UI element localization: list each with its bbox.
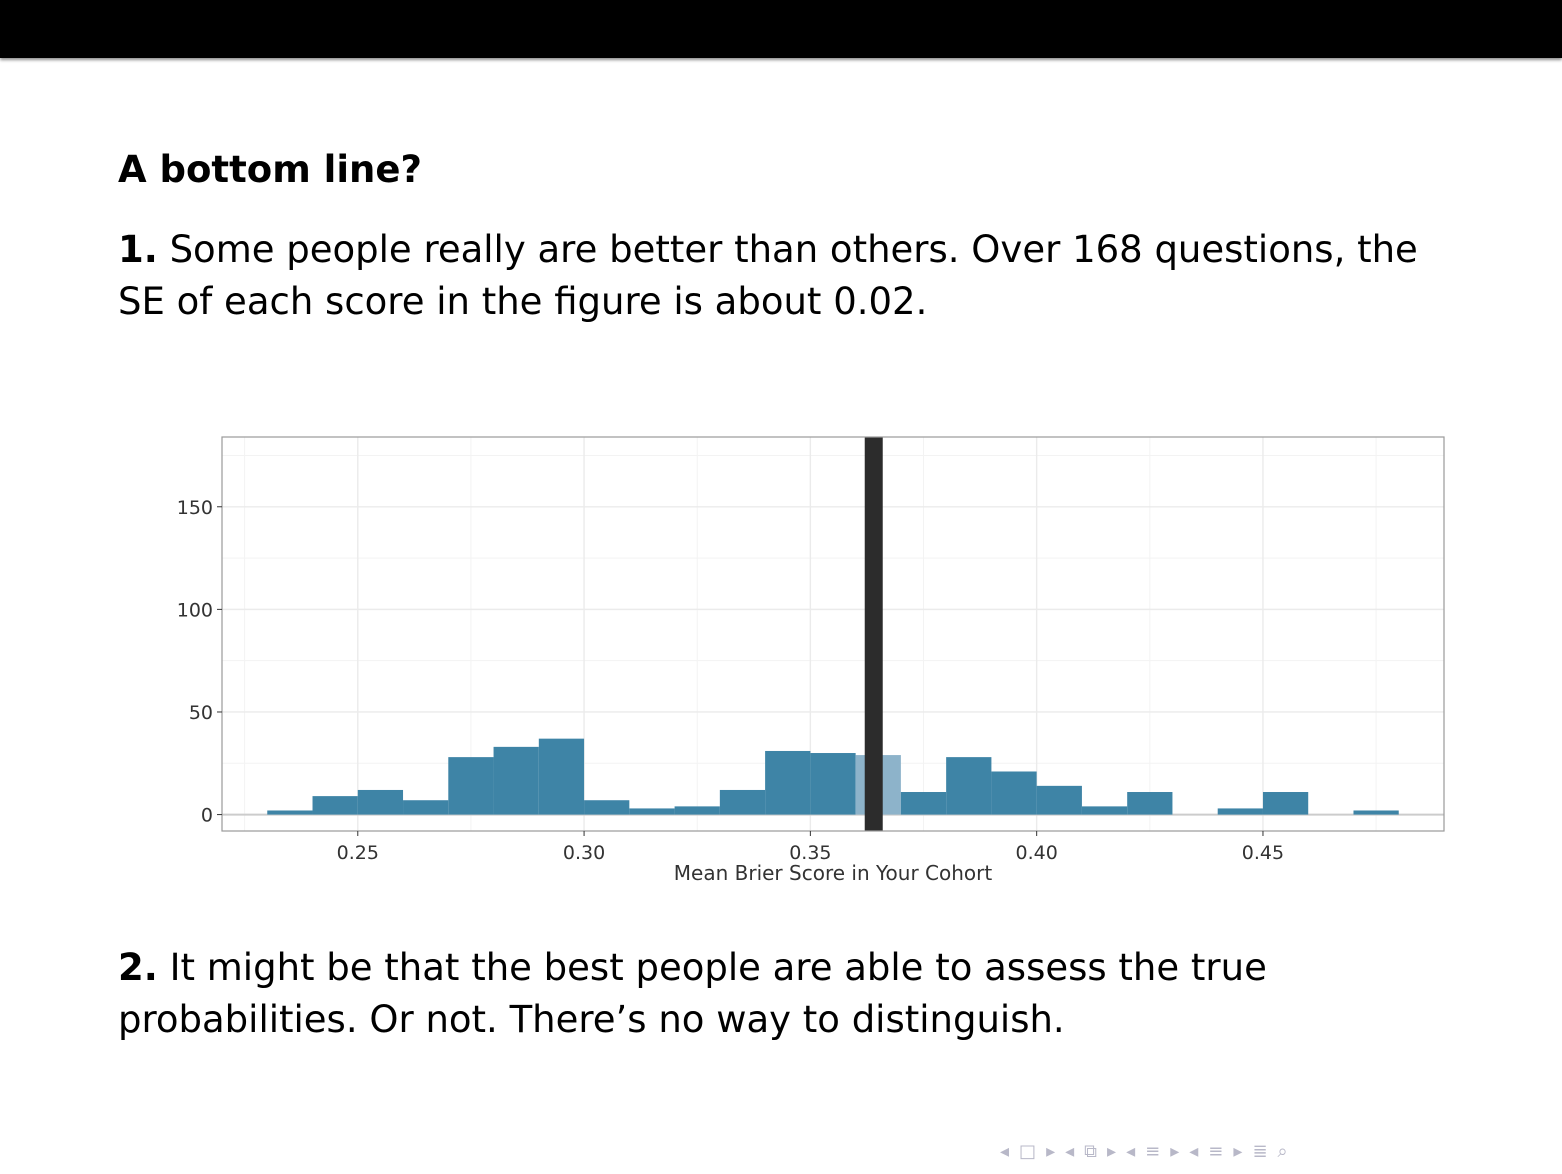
histogram-bar — [674, 806, 720, 815]
histogram-chart: 0 50 100 150 0.25 0.30 0.35 0.40 0.45 Mean Brie… — [177, 436, 1445, 885]
x-tick-label: 0.25 — [337, 842, 379, 864]
point-2: 2. It might be that the best people are … — [118, 942, 1458, 1046]
section-icon[interactable]: ≡ — [1208, 1140, 1224, 1162]
histogram-bar — [357, 789, 404, 815]
search-icon[interactable]: ⌕ — [1277, 1140, 1288, 1162]
frame-icon[interactable]: □ — [1019, 1140, 1037, 1162]
point-1: 1. Some people really are better than ot… — [118, 224, 1458, 328]
x-axis: 0.25 0.30 0.35 0.40 0.45 — [337, 831, 1284, 864]
align-icon[interactable]: ≣ — [1252, 1140, 1268, 1162]
subsection-icon[interactable]: ⧉ — [1084, 1140, 1098, 1162]
x-tick-label: 0.35 — [789, 842, 831, 864]
histogram-bar — [765, 750, 811, 815]
histogram-bar — [1353, 810, 1399, 815]
x-tick-label: 0.30 — [563, 842, 605, 864]
beamer-navigation: ◂ □ ▸ ◂ ⧉ ▸ ◂ ≡ ▸ ◂ ≡ ▸ ≣ ⌕ — [1000, 1136, 1560, 1166]
histogram-bar — [448, 757, 494, 815]
point-2-text: It might be that the best people are abl… — [118, 946, 1267, 1041]
y-tick-label: 150 — [177, 497, 213, 519]
score-marker-line — [864, 437, 883, 831]
histogram-bar — [267, 810, 313, 815]
point-1-text: Some people really are better than other… — [118, 228, 1418, 323]
histogram-bar — [719, 789, 766, 815]
histogram-bar — [946, 757, 992, 815]
histogram-bar — [403, 800, 449, 815]
histogram-bar — [810, 753, 856, 815]
arrow-left-icon[interactable]: ◂ — [1065, 1140, 1075, 1162]
histogram-bar — [1127, 792, 1173, 815]
arrow-right-icon[interactable]: ▸ — [1170, 1140, 1180, 1162]
arrow-right-icon[interactable]: ▸ — [1233, 1140, 1243, 1162]
plot-panel-border — [221, 436, 1445, 832]
grid-lines — [222, 437, 1444, 831]
x-axis-label: Mean Brier Score in Your Cohort — [674, 861, 993, 885]
arrow-left-icon[interactable]: ◂ — [1126, 1140, 1136, 1162]
point-1-number: 1. — [118, 228, 158, 271]
arrow-left-icon[interactable]: ◂ — [1000, 1140, 1010, 1162]
histogram-bar — [1081, 806, 1128, 815]
section-icon[interactable]: ≡ — [1145, 1140, 1161, 1162]
frame-title: A bottom line? — [118, 148, 422, 191]
arrow-right-icon[interactable]: ▸ — [1046, 1140, 1056, 1162]
histogram-bar — [900, 792, 947, 815]
histogram-bar — [1262, 792, 1309, 815]
y-tick-label: 50 — [189, 702, 213, 724]
histogram-bar — [538, 738, 585, 815]
y-axis: 0 50 100 150 — [177, 497, 222, 827]
histogram-bar — [1036, 785, 1082, 815]
y-tick-label: 100 — [177, 599, 213, 621]
point-2-number: 2. — [118, 946, 158, 989]
y-tick-label: 0 — [201, 805, 213, 827]
arrow-left-icon[interactable]: ◂ — [1189, 1140, 1199, 1162]
histogram-bar — [629, 808, 675, 815]
histogram-bar — [493, 746, 539, 815]
slide-header-bar — [0, 0, 1562, 58]
arrow-right-icon[interactable]: ▸ — [1107, 1140, 1117, 1162]
histogram-bar — [584, 800, 630, 815]
histogram-bar — [312, 796, 358, 815]
x-tick-label: 0.45 — [1242, 842, 1284, 864]
score-marker — [864, 437, 883, 831]
histogram-bar — [1217, 808, 1263, 815]
x-tick-label: 0.40 — [1016, 842, 1058, 864]
histogram-bar — [991, 771, 1037, 815]
